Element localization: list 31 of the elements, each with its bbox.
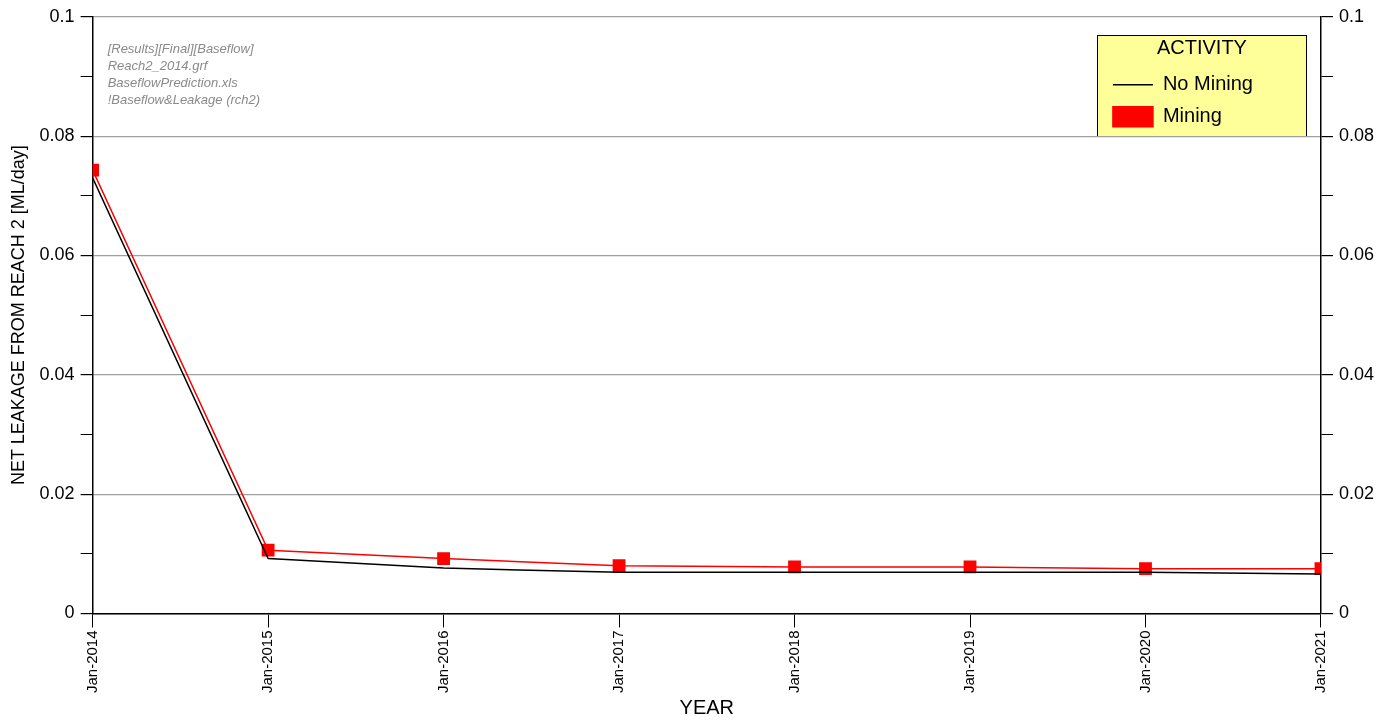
x-tick-label: Jan-2017 [609,630,627,694]
y2-tick-label: 0.04 [1338,363,1375,384]
x-tick-label: Jan-2021 [1311,630,1329,694]
x-tick-label: Jan-2016 [433,630,451,694]
y-tick-label: 0 [64,602,75,623]
y-tick-label: 0.1 [49,5,75,26]
y2-tick-label: 0.06 [1338,244,1375,265]
y-axis-title: NET LEAKAGE FROM REACH 2 [ML/day] [7,145,28,486]
x-tick-label: Jan-2014 [82,630,100,694]
annotation: [Results][Final][Baseflow] [106,40,254,56]
point [437,552,450,565]
point [612,559,626,573]
annotation: BaseflowPrediction.xls [107,74,239,90]
x-tick-label: Jan-2018 [784,630,802,694]
y-tick-label: 0.02 [39,483,75,504]
legend-title: ACTIVITY [1156,36,1247,59]
y2-tick-label: 0.02 [1338,483,1375,504]
y-tick-label: 0.04 [39,363,75,384]
y-tick-label: 0.06 [39,244,75,265]
x-tick-label: Jan-2019 [960,630,978,694]
annotation: !Baseflow&Leakage (rch2) [107,91,261,107]
annotation: Reach2_2014.grf [107,57,209,73]
x-tick-label: Jan-2015 [258,630,276,694]
y-tick-label: 0.08 [39,125,75,146]
x-tick-label: Jan-2020 [1135,630,1153,694]
y2-tick-label: 0 [1338,602,1349,623]
y2-tick-label: 0.1 [1338,5,1364,26]
legend-label: No Mining [1162,72,1253,95]
y2-tick-label: 0.08 [1338,125,1375,146]
x-axis-title: YEAR [679,695,735,718]
legend-label: Mining [1162,104,1222,127]
